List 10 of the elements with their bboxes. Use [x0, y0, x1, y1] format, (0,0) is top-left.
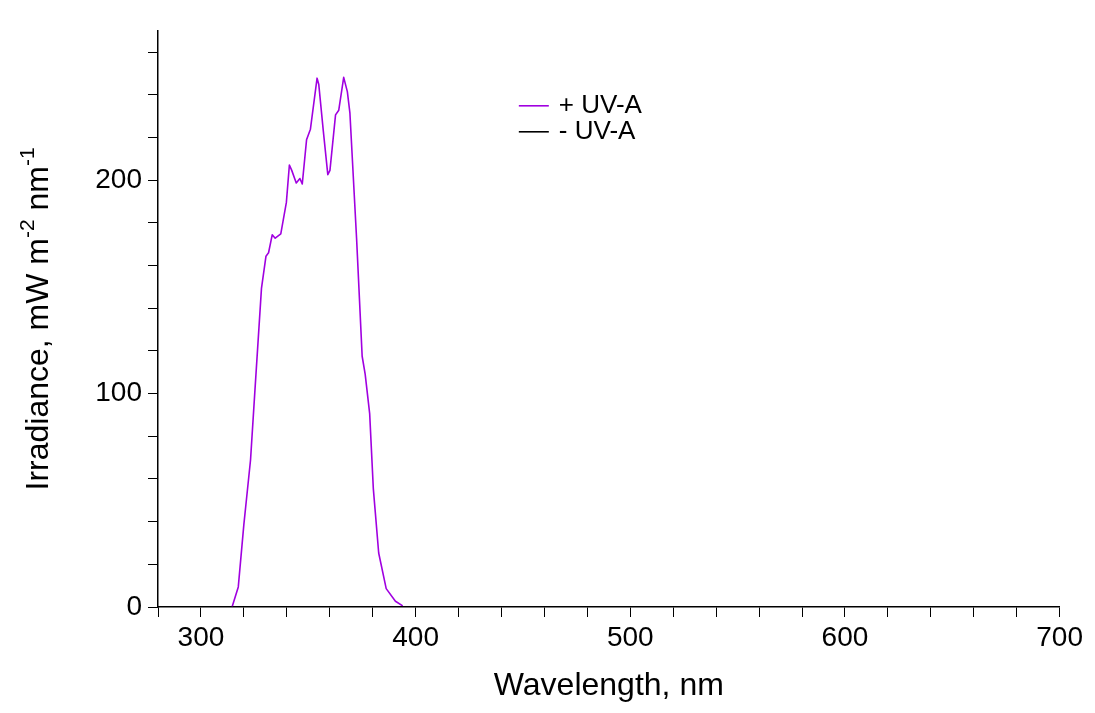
x-tick-label: 300 [177, 620, 225, 652]
x-tick-label: 400 [392, 620, 439, 652]
x-axis-title: Wavelength, nm [493, 665, 724, 702]
y-axis-title: Irradiance, mW m-2 nm-1 [15, 147, 55, 491]
x-tick-label: 500 [606, 620, 654, 652]
y-tick-label: 0 [126, 589, 142, 621]
x-tick-label: 700 [1036, 620, 1083, 652]
y-tick-label: 100 [95, 376, 142, 408]
y-tick-label: 200 [95, 162, 142, 194]
x-tick-label: 600 [821, 620, 869, 652]
